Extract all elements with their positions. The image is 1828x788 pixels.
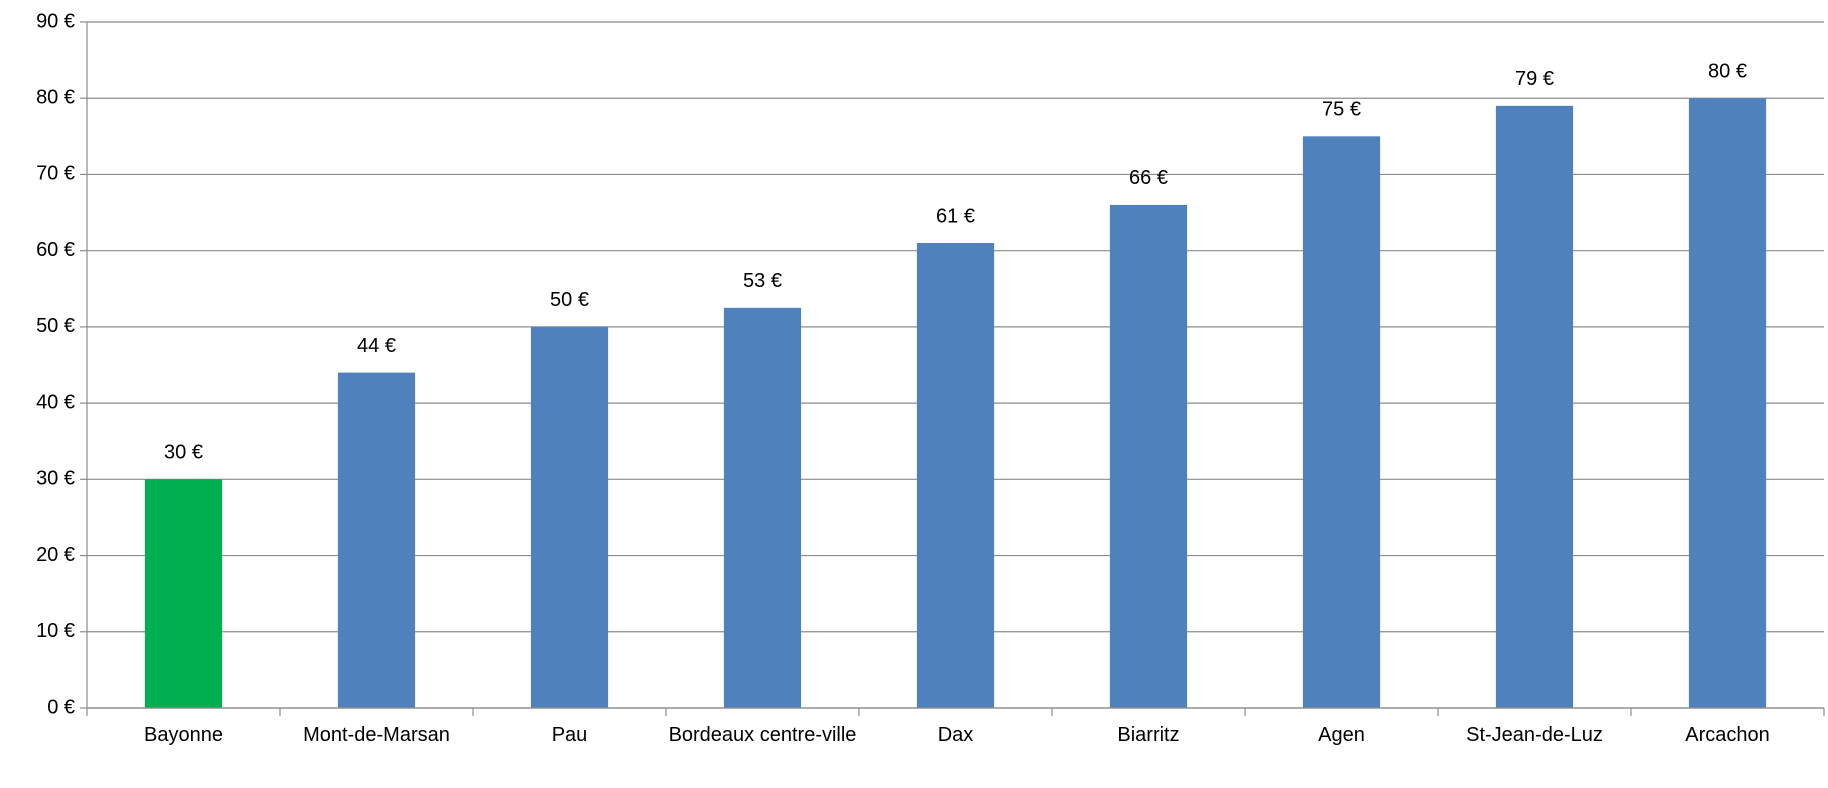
data-label: 30 € (164, 442, 203, 464)
y-tick-label: 50 € (36, 315, 75, 337)
data-label: 79 € (1515, 68, 1554, 90)
data-label: 66 € (1129, 167, 1168, 189)
bar (1688, 98, 1767, 708)
y-tick-label: 80 € (36, 87, 75, 109)
x-tick-label-box: St-Jean-de-Luz (1466, 724, 1603, 746)
x-tick-label-box: Arcachon (1685, 724, 1770, 746)
bar (1495, 105, 1574, 709)
bar (144, 479, 223, 708)
bar (337, 372, 416, 708)
y-tick-label: 70 € (36, 163, 75, 185)
x-tick-label: Bayonne (144, 724, 223, 746)
y-tick-label: 0 € (47, 696, 75, 718)
x-tick-label: Arcachon (1685, 724, 1770, 746)
x-tick-label: Mont-de-Marsan (303, 724, 450, 746)
x-tick-label-box: Pau (551, 724, 588, 746)
data-label: 44 € (357, 335, 396, 357)
x-tick-label-box: Agen (1318, 724, 1365, 746)
x-tick-label: Dax (937, 724, 974, 746)
y-tick-label: 40 € (36, 391, 75, 413)
x-tick-label: St-Jean-de-Luz (1466, 724, 1603, 746)
bar (1109, 204, 1188, 708)
y-tick-label: 10 € (36, 620, 75, 642)
x-tick-label: Biarritz (1117, 724, 1180, 746)
data-label: 61 € (936, 205, 975, 227)
bar (916, 243, 995, 709)
y-tick-label: 30 € (36, 468, 75, 490)
x-tick-label: Pau (551, 724, 588, 746)
bar (723, 307, 802, 708)
x-tick-label-box: Bordeaux centre-ville (668, 724, 857, 746)
x-tick-label-box: Bayonne (144, 724, 223, 746)
data-label: 53 € (743, 270, 782, 292)
x-tick-label-box: Mont-de-Marsan (303, 724, 450, 746)
x-tick-label-box: Biarritz (1117, 724, 1180, 746)
bar (1302, 136, 1381, 709)
x-tick-label-box: Dax (937, 724, 974, 746)
data-label: 75 € (1322, 99, 1361, 121)
data-label: 80 € (1708, 61, 1747, 83)
x-tick-label: Agen (1318, 724, 1365, 746)
y-tick-label: 20 € (36, 544, 75, 566)
x-tick-label: Bordeaux centre-ville (668, 724, 857, 746)
bar (530, 326, 609, 708)
data-label: 50 € (550, 289, 589, 311)
y-tick-label: 90 € (36, 10, 75, 32)
y-tick-label: 60 € (36, 239, 75, 261)
